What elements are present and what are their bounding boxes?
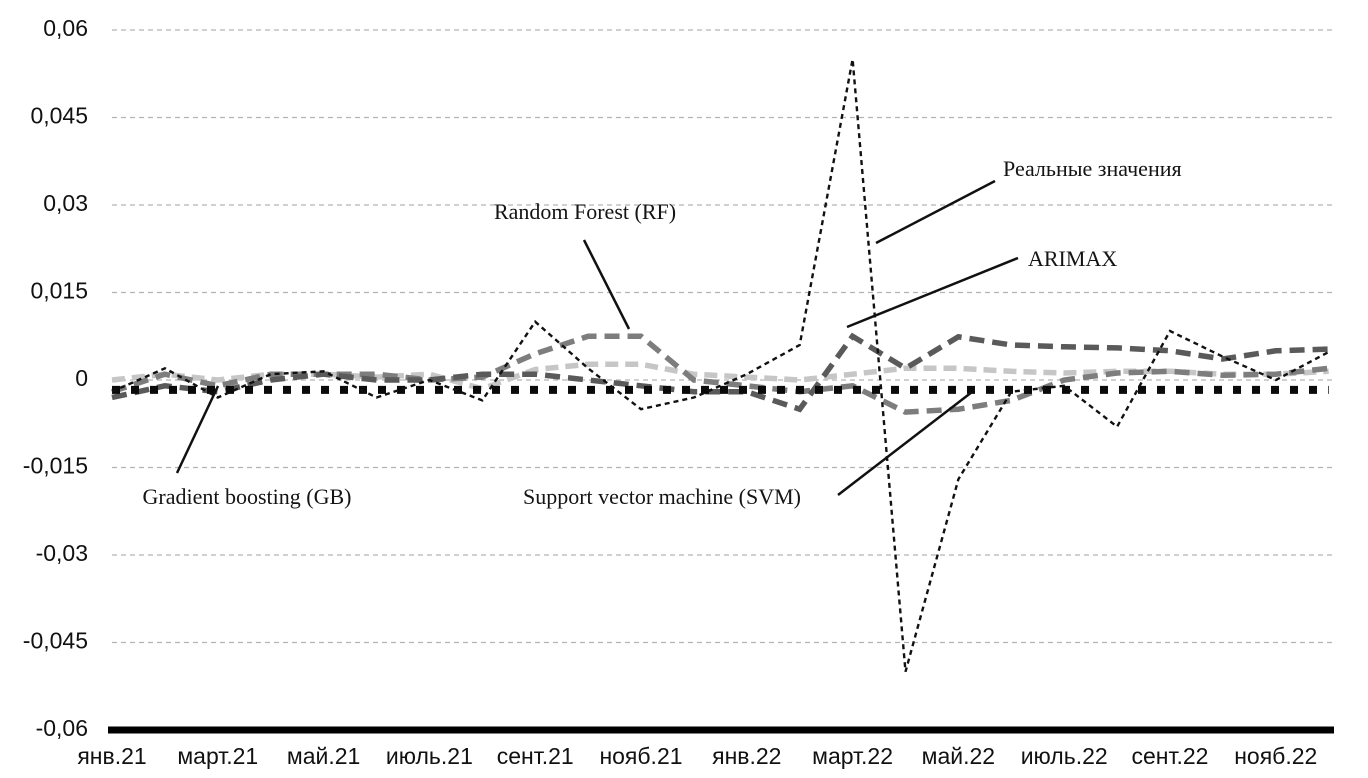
- x-tick-label: март.22: [812, 743, 893, 769]
- annotation-leader-svm: [837, 391, 973, 496]
- x-tick-label: нояб.21: [599, 743, 682, 769]
- y-tick-label: 0,045: [30, 103, 88, 129]
- x-tick-label: янв.22: [712, 743, 781, 769]
- x-tick-label: сент.22: [1132, 743, 1209, 769]
- annotation-label-arimax: ARIMAX: [1028, 246, 1117, 271]
- x-tick-label: май.21: [287, 743, 360, 769]
- x-tick-label: сент.21: [497, 743, 574, 769]
- x-tick-label: нояб.22: [1234, 743, 1317, 769]
- x-tick-label: май.22: [922, 743, 995, 769]
- annotation-leader-arimax: [846, 256, 1019, 329]
- annotation-label-rf: Random Forest (RF): [494, 199, 676, 224]
- y-tick-label: 0,06: [43, 15, 88, 41]
- y-tick-label: -0,06: [36, 715, 88, 741]
- y-tick-label: -0,015: [23, 453, 88, 479]
- annotation-leader-gb: [175, 385, 220, 474]
- x-tick-label: март.21: [177, 743, 258, 769]
- y-tick-label: 0: [75, 365, 88, 391]
- series-line-real: [111, 58, 1330, 673]
- y-tick-label: 0,03: [43, 190, 88, 216]
- series-line-rf: [111, 333, 1330, 415]
- annotation-leader-rf: [582, 239, 631, 330]
- x-tick-label: янв.21: [77, 743, 146, 769]
- annotation-label-real: Реальные значения: [1003, 156, 1182, 181]
- annotation-label-svm: Support vector machine (SVM): [523, 484, 801, 509]
- x-tick-label: июль.22: [1021, 743, 1108, 769]
- x-tick-label: июль.21: [386, 743, 473, 769]
- y-tick-label: 0,015: [30, 278, 88, 304]
- annotation-label-gb: Gradient boosting (GB): [143, 484, 352, 509]
- annotation-leader-real: [875, 179, 996, 245]
- y-tick-label: -0,045: [23, 628, 88, 654]
- y-tick-label: -0,03: [36, 540, 88, 566]
